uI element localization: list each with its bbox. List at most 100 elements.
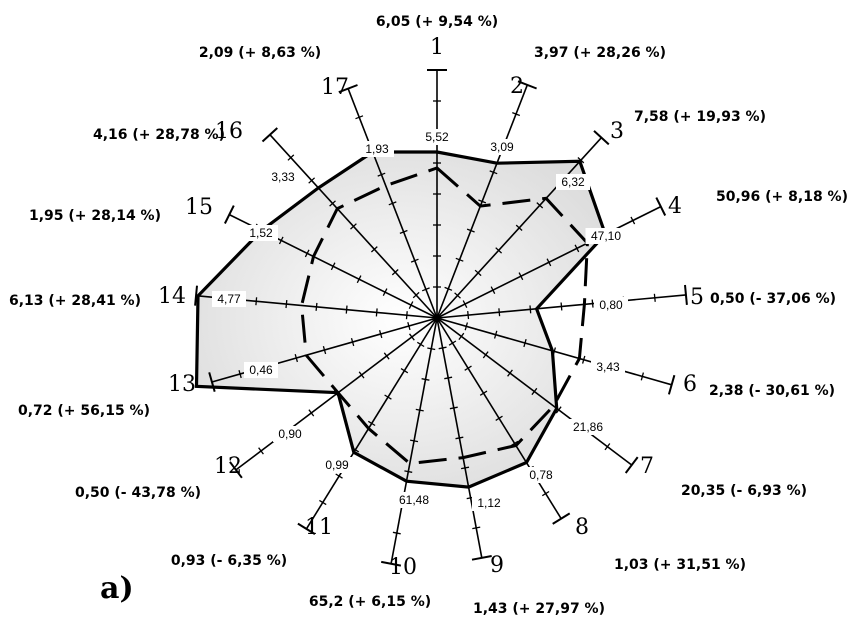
axis-tick: [329, 200, 336, 207]
axis-number: 5: [690, 285, 704, 310]
axis-tick: [531, 387, 538, 396]
data-label-outer: 7,58 (+ 19,93 %): [634, 109, 766, 125]
data-label-outer: 0,50 (- 37,06 %): [710, 291, 836, 307]
data-label-bg: [360, 141, 394, 157]
data-label-bg: [320, 457, 354, 473]
axis-tick: [400, 368, 409, 374]
axis-tick: [581, 355, 586, 364]
series-dashed-line: [300, 166, 589, 466]
data-label-outer: 65,2 (+ 6,15 %): [309, 594, 431, 610]
data-label-bg: [556, 174, 590, 190]
axis-tick: [458, 332, 465, 340]
data-label-inner: 3,09: [490, 140, 514, 154]
axis-tick: [495, 415, 503, 421]
axis-tick: [308, 177, 316, 184]
data-label-inner: 1,52: [249, 226, 273, 240]
axis-tick: [315, 302, 318, 311]
axis-tick: [552, 512, 571, 525]
axis-tick: [536, 202, 544, 209]
data-label-inner: 3,43: [596, 360, 620, 374]
axis-tick: [667, 374, 676, 395]
axis-tick: [285, 300, 288, 309]
axis-tick: [255, 297, 258, 306]
data-label-outer: 0,50 (- 43,78 %): [75, 485, 201, 501]
axis-tick: [529, 305, 532, 314]
data-label-inner: 0,78: [529, 468, 553, 482]
axis-tick: [474, 269, 482, 277]
axis-number: 10: [389, 555, 417, 580]
axis-tick: [392, 531, 401, 535]
data-label-outer: 2,38 (- 30,61 %): [709, 383, 835, 399]
axis-tick: [367, 420, 376, 427]
axis-tick: [229, 461, 243, 479]
axis-number: 9: [490, 553, 504, 578]
axis-tick: [421, 287, 430, 292]
data-label-outer: 6,13 (+ 28,41 %): [9, 293, 141, 309]
panel-label: a): [100, 571, 134, 606]
data-label-outer: 3,97 (+ 28,26 %): [534, 45, 666, 61]
axis-tick: [297, 522, 316, 535]
axis-tick: [378, 330, 383, 339]
axis-number: 2: [510, 74, 524, 99]
axis-number: 11: [305, 515, 333, 540]
axis-number: 6: [683, 372, 697, 397]
axis-tick: [388, 201, 397, 206]
series-solid-line: [194, 150, 608, 489]
axis-tick: [370, 246, 378, 253]
data-label-bg: [594, 297, 628, 313]
data-label-bg: [212, 291, 246, 307]
axis-tick: [322, 346, 327, 355]
data-label-inner: 0,46: [249, 363, 273, 377]
axis-tick: [517, 80, 537, 90]
axis-tick: [391, 269, 399, 276]
axis-tick: [449, 406, 458, 410]
axis-number: 17: [321, 75, 349, 100]
data-label-inner: 5,52: [425, 130, 449, 144]
axis-tick: [438, 346, 447, 350]
axis-number: 7: [640, 454, 654, 479]
axis-number: 15: [185, 195, 213, 220]
axis-tick: [409, 439, 419, 443]
axis-tick: [335, 473, 343, 479]
axis-tick: [560, 302, 563, 311]
data-label-inner: 4,77: [217, 292, 241, 306]
axis-tick: [444, 376, 453, 380]
data-label-inner: 1,93: [365, 142, 389, 156]
axis-tick: [546, 258, 552, 267]
axis-tick: [624, 456, 639, 474]
axis-tick: [653, 293, 656, 302]
axis-number: 12: [214, 454, 242, 479]
axis-tick: [194, 285, 198, 306]
axis-tick: [384, 394, 392, 400]
axis-tick: [591, 299, 594, 308]
axis-tick: [294, 354, 299, 363]
axis-tick: [454, 292, 461, 299]
axis-tick: [462, 300, 468, 308]
axis-tick: [308, 409, 315, 417]
axis-tick: [593, 130, 610, 146]
axis-tick: [421, 378, 430, 381]
axis-tick: [541, 490, 550, 497]
axis-tick: [404, 470, 413, 473]
axis-tick: [415, 408, 424, 412]
axis-tick: [356, 275, 362, 284]
axis-number: 8: [575, 515, 589, 540]
axis-tick: [464, 365, 472, 371]
axis-tick: [382, 288, 388, 296]
axis-tick: [416, 341, 425, 348]
axis-tick: [495, 247, 503, 254]
axis-tick: [467, 311, 470, 320]
axis-tick: [498, 308, 501, 317]
data-label-outer: 6,05 (+ 9,54 %): [376, 14, 498, 30]
axis-number: 1: [430, 35, 444, 60]
data-label-inner: 0,90: [278, 427, 302, 441]
data-label-bg: [393, 492, 435, 508]
axis-tick: [408, 301, 414, 309]
axis-tick: [640, 372, 645, 381]
axis-tick: [407, 322, 411, 331]
axis-tick: [455, 257, 464, 262]
axis-tick: [655, 197, 667, 216]
data-label-bg: [524, 467, 558, 483]
axis-tick: [478, 199, 487, 204]
axis-tick: [238, 370, 242, 379]
